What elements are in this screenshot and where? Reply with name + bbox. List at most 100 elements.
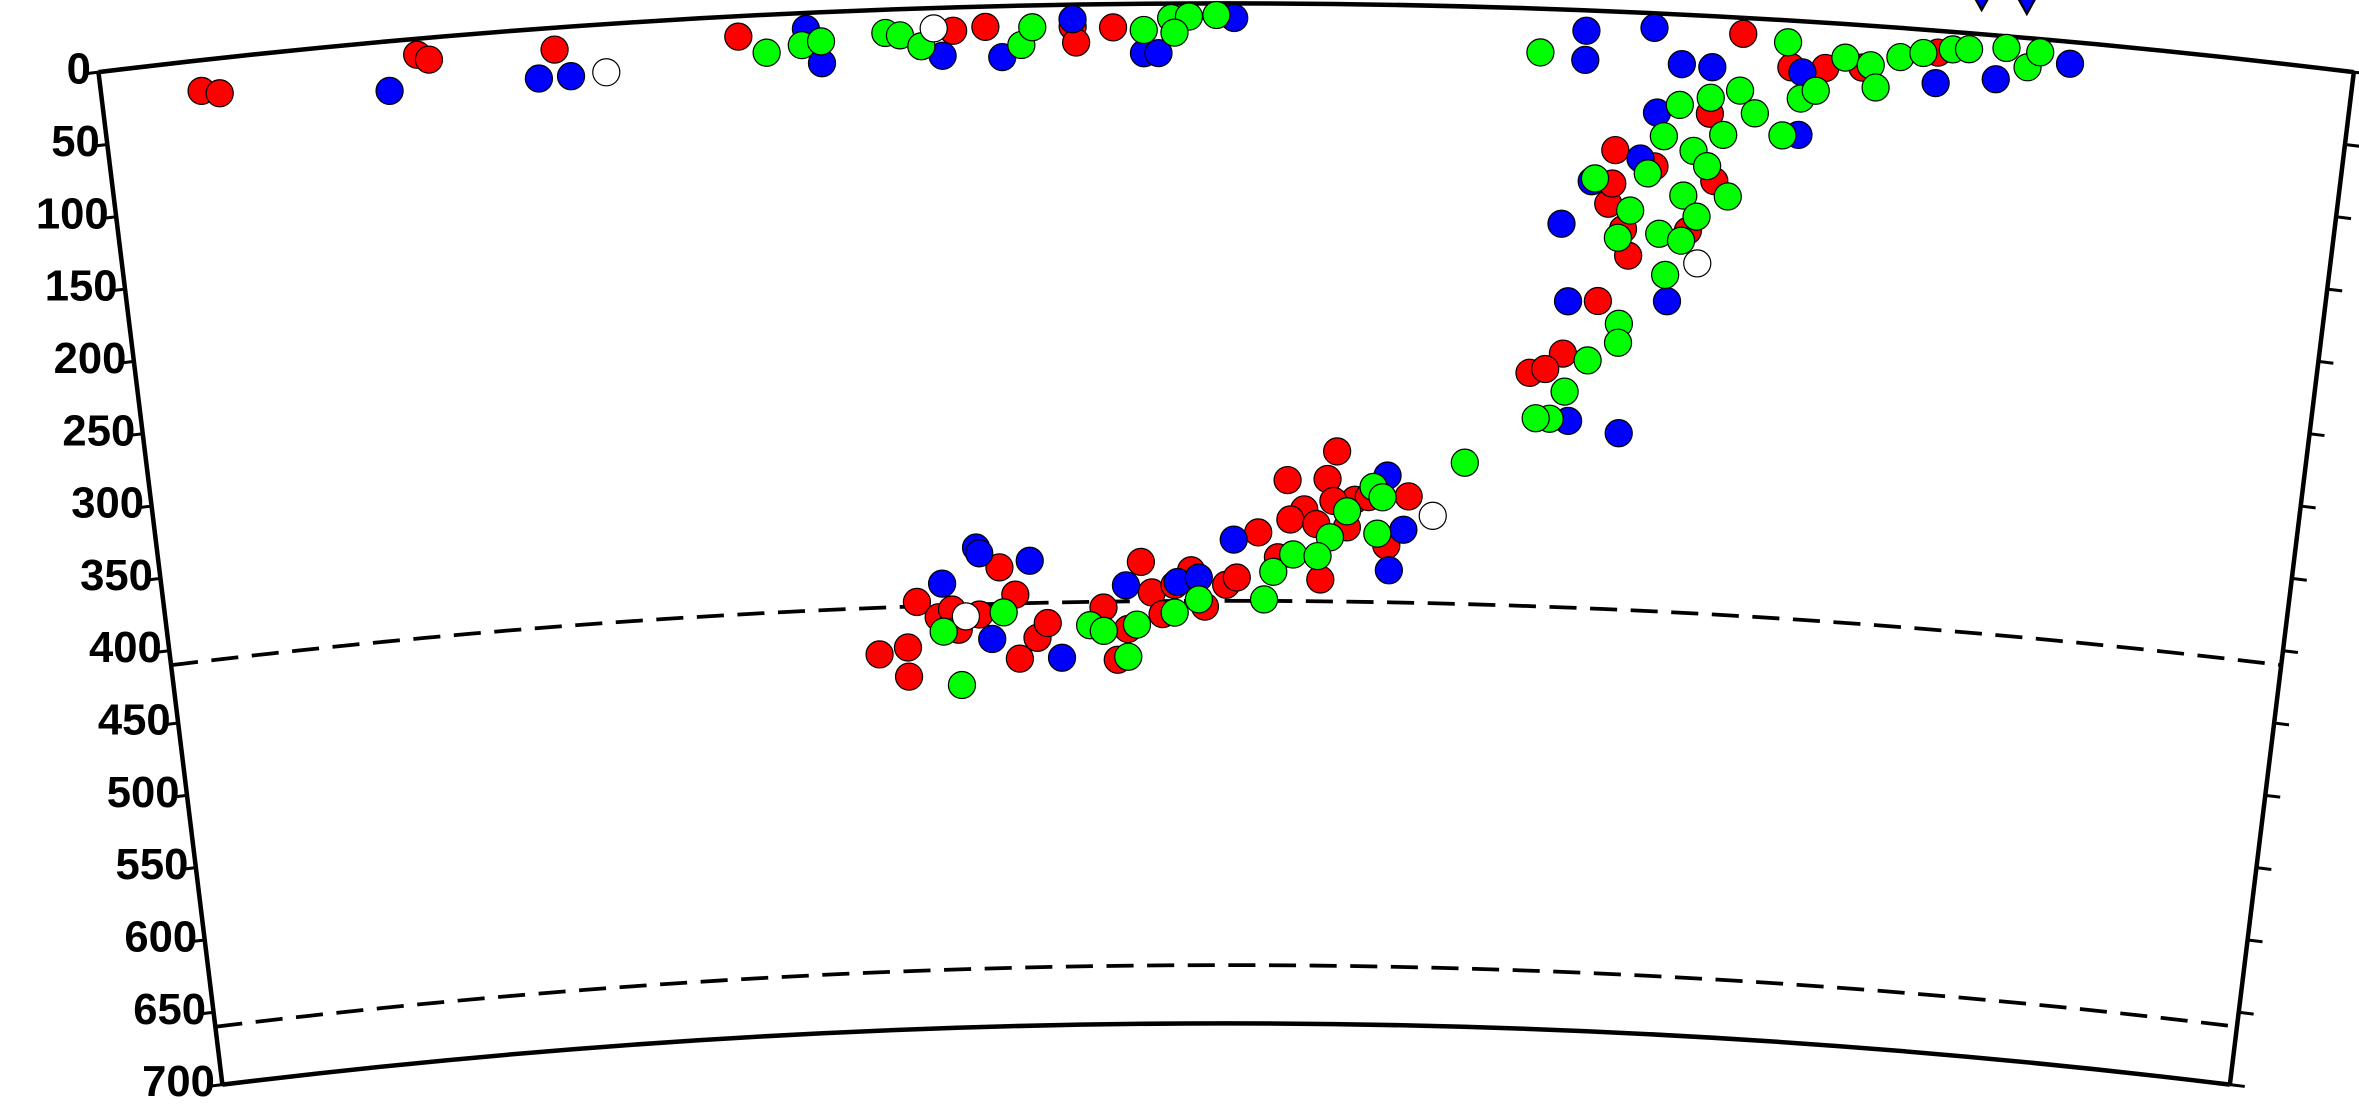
earthquake xyxy=(1740,99,1769,128)
y-tick-right xyxy=(2335,215,2352,221)
earthquake xyxy=(1058,5,1087,34)
y-tick-left xyxy=(180,866,197,871)
earthquake xyxy=(1981,65,2010,94)
earthquake xyxy=(2026,38,2055,67)
earthquake xyxy=(1572,16,1601,45)
earthquake xyxy=(1202,0,1231,30)
earthquake xyxy=(1047,643,1077,672)
earthquake xyxy=(1374,556,1404,585)
earthquake xyxy=(1276,505,1305,534)
earthquake xyxy=(1332,497,1362,526)
earthquake xyxy=(1244,518,1273,547)
y-tick-right xyxy=(2291,576,2307,582)
y-tick-label: 400 xyxy=(89,624,162,672)
earthquake xyxy=(919,14,948,43)
earthquake xyxy=(1005,644,1035,673)
y-tick-right xyxy=(2247,938,2263,944)
earthquake xyxy=(978,624,1007,654)
y-tick-label: 150 xyxy=(45,263,118,311)
earthquake xyxy=(1909,38,1938,68)
earthquake xyxy=(1089,616,1118,645)
y-tick-label: 300 xyxy=(71,480,144,528)
earthquake xyxy=(965,539,994,568)
y-tick-right xyxy=(2265,793,2281,799)
y-tick-right xyxy=(2353,70,2359,75)
earthquake xyxy=(865,640,894,669)
earthquake xyxy=(1633,159,1662,188)
y-tick-right xyxy=(2318,359,2334,365)
y-tick-right xyxy=(2256,866,2272,871)
earthquake xyxy=(1061,28,1091,57)
y-tick-label: 500 xyxy=(107,769,180,817)
y-tick-label: 0 xyxy=(67,46,91,94)
earthquake xyxy=(1144,39,1173,68)
earthquake xyxy=(1098,13,1128,42)
earthquake xyxy=(556,62,586,91)
frame-bottom xyxy=(222,1021,2231,1087)
earthquake xyxy=(1861,73,1890,102)
earthquake xyxy=(1122,610,1152,639)
earthquake xyxy=(1603,223,1633,252)
y-tick-right xyxy=(2300,504,2316,510)
earthquake xyxy=(1573,346,1602,375)
earthquake xyxy=(1114,642,1143,671)
earthquake xyxy=(205,79,234,108)
y-tick-left xyxy=(92,142,108,148)
earthquake xyxy=(1768,121,1797,150)
earthquake xyxy=(1571,45,1600,75)
earthquake xyxy=(1418,501,1447,530)
earthquake xyxy=(1992,33,2021,63)
earthquake xyxy=(1160,18,1189,47)
y-tick-left xyxy=(207,1083,223,1088)
earthquake xyxy=(524,64,554,93)
earthquake xyxy=(1033,608,1062,638)
y-tick-left xyxy=(118,359,135,365)
earthquake xyxy=(1303,541,1332,571)
y-tick-label: 350 xyxy=(80,552,153,600)
earthquake xyxy=(1669,181,1698,210)
y-tick-left xyxy=(109,287,126,293)
y-tick-left xyxy=(145,576,161,582)
y-tick-right xyxy=(2344,142,2359,148)
y-tick-right xyxy=(2238,1010,2254,1016)
y-tick-right xyxy=(2327,287,2343,293)
earthquake xyxy=(1279,540,1308,569)
earthquake xyxy=(1713,182,1742,211)
earthquake xyxy=(1696,83,1725,112)
earthquake xyxy=(1129,15,1158,45)
y-tick-left xyxy=(127,432,143,438)
earthquake xyxy=(1601,135,1630,165)
earthquake xyxy=(1306,565,1335,594)
earthquake xyxy=(1363,519,1392,548)
earthquake xyxy=(1368,483,1397,512)
earthquake xyxy=(1725,76,1755,105)
earthquake xyxy=(1921,69,1950,98)
earthquake xyxy=(1259,557,1288,586)
y-tick-left xyxy=(189,938,205,944)
y-tick-label: 50 xyxy=(51,118,100,166)
y-tick-label: 550 xyxy=(116,841,189,889)
earthquake xyxy=(1954,35,1984,64)
earthquake xyxy=(1649,122,1679,151)
earthquake xyxy=(1521,404,1550,433)
earthquake xyxy=(951,602,981,631)
y-tick-left xyxy=(198,1010,214,1016)
earthquake xyxy=(929,617,958,646)
y-tick-left xyxy=(101,215,117,221)
earthquake xyxy=(1322,437,1352,466)
y-tick-right xyxy=(2229,1083,2245,1088)
earthquake xyxy=(1729,19,1758,48)
earthquake xyxy=(893,633,923,662)
earthquake xyxy=(1692,151,1722,181)
y-tick-label: 600 xyxy=(124,913,197,961)
earthquake xyxy=(1273,465,1302,495)
reference-depth-line xyxy=(215,963,2238,1029)
frame-side xyxy=(2227,71,2357,1085)
earthquake xyxy=(1394,482,1423,511)
earthquake xyxy=(985,553,1014,582)
earthquake xyxy=(1603,328,1633,357)
earthquake xyxy=(1698,53,1727,82)
earthquake xyxy=(1583,286,1613,316)
